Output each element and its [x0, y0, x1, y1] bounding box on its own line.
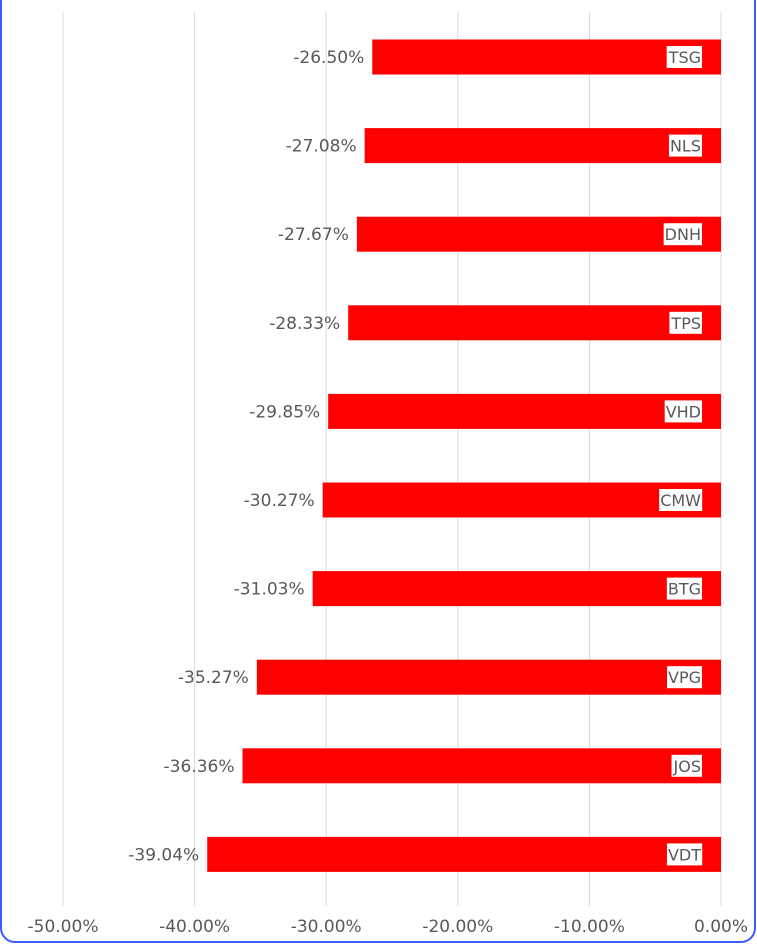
bar	[312, 571, 721, 607]
x-tick-label: -50.00%	[28, 917, 99, 937]
category-label-background	[668, 134, 702, 157]
bar	[364, 128, 721, 164]
bar	[207, 836, 722, 872]
bar	[328, 393, 721, 429]
category-label-background	[666, 577, 702, 600]
value-label: -27.08%	[286, 137, 357, 157]
bar	[356, 216, 721, 252]
x-tick-label: -10.00%	[554, 917, 625, 937]
category-label: TSG	[668, 48, 701, 67]
x-tick-label: -30.00%	[291, 917, 362, 937]
category-label: JOS	[673, 757, 701, 776]
category-label-background	[664, 400, 702, 423]
category-label: DNH	[665, 225, 701, 244]
category-label: VDT	[668, 845, 701, 864]
value-label: -28.33%	[269, 314, 340, 334]
value-label: -30.27%	[244, 491, 315, 511]
x-tick-label: -40.00%	[159, 917, 230, 937]
category-label-background	[666, 46, 702, 68]
x-tick-label: 0.00%	[694, 917, 748, 937]
category-label: TPS	[670, 314, 701, 333]
x-tick-label: -20.00%	[422, 917, 493, 937]
value-label: -39.04%	[128, 845, 199, 865]
category-label: CMW	[660, 491, 701, 510]
bar	[256, 659, 721, 695]
category-label-background	[663, 223, 702, 246]
category-label: VHD	[666, 402, 701, 421]
category-label-background	[669, 311, 702, 334]
labels: -26.50% TSG -27.08% NLS -27.67% DNH -28.33% TPS…	[128, 46, 703, 866]
category-label: NLS	[670, 137, 701, 156]
bars	[207, 39, 722, 872]
category-label-background	[666, 843, 703, 866]
bar	[322, 482, 721, 518]
bar	[372, 39, 721, 75]
value-label: -29.85%	[249, 402, 320, 422]
category-label-background	[667, 666, 702, 689]
value-label: -26.50%	[293, 48, 364, 68]
x-axis-ticks: -50.00% -40.00% -30.00% -20.00% -10.00% 0.00%	[28, 917, 748, 937]
bar	[348, 305, 721, 341]
value-label: -36.36%	[164, 757, 235, 777]
category-label-background	[671, 754, 702, 777]
value-label: -27.67%	[278, 225, 349, 245]
value-label: -31.03%	[234, 580, 305, 600]
bar	[242, 748, 722, 784]
value-label: -35.27%	[178, 668, 249, 688]
category-label: VPG	[668, 668, 701, 687]
category-label-background	[659, 489, 703, 511]
category-label: BTG	[668, 580, 701, 599]
